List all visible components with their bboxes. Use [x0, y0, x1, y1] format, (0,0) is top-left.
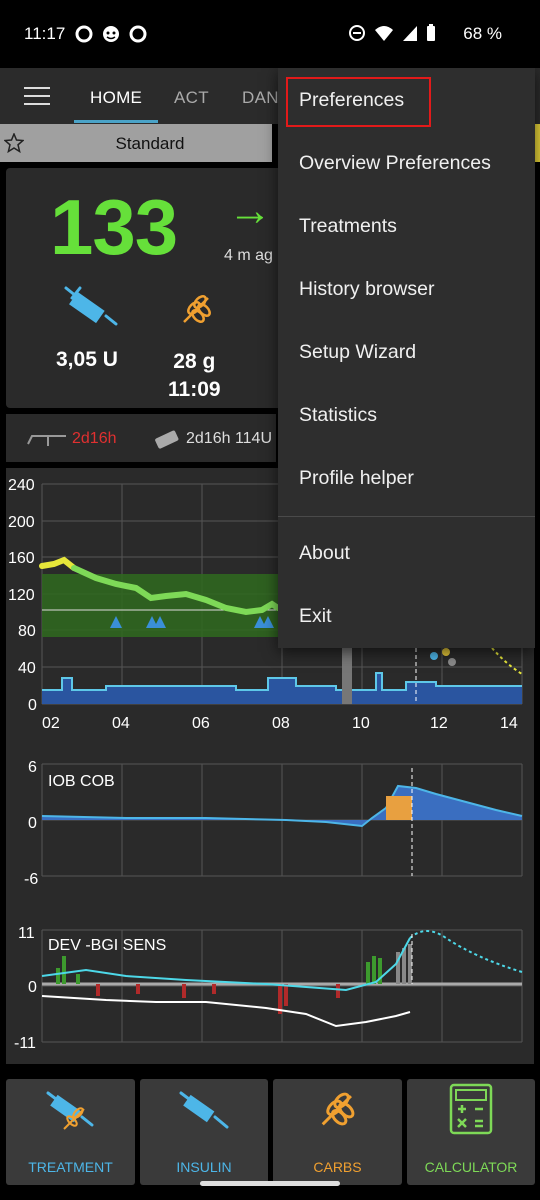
dev-graph-label: DEV -BGI SENS [48, 937, 166, 954]
face-notification-icon [103, 26, 119, 42]
bg-age: 4 m ag [224, 247, 273, 264]
bgi-line [41, 937, 411, 992]
time-axis-label: 06 [192, 715, 210, 732]
basal-line [42, 672, 522, 691]
reservoir-icon [155, 430, 179, 449]
time-axis-label: 08 [272, 715, 290, 732]
dnd-icon [349, 25, 365, 41]
menu-icon[interactable] [24, 87, 50, 105]
menu-item-setup-wizard[interactable]: Setup Wizard [299, 341, 417, 363]
battery-percent: 68 % [463, 24, 502, 43]
dev-axis-label: -11 [14, 1035, 36, 1052]
overflow-menu: Preferences Overview Preferences Treatme… [278, 68, 535, 648]
dev-neutral-bars [396, 944, 412, 984]
bg-axis-label: 160 [8, 550, 35, 567]
dev-positive-bars [56, 956, 382, 984]
bg-axis-label: 200 [8, 514, 35, 531]
profile-name: Standard [115, 134, 185, 153]
bg-axis-label: 40 [18, 660, 36, 677]
system-icons [348, 24, 436, 42]
tab-act[interactable]: ACT [174, 88, 209, 107]
smb-markers [110, 616, 274, 628]
graphs-panel: 240 200 160 120 80 40 0 02 04 06 08 10 1… [6, 468, 534, 1064]
treatment-button-label: TREATMENT [28, 1159, 113, 1175]
bg-graph[interactable]: 240 200 160 120 80 40 0 02 04 06 08 10 1… [6, 468, 534, 1064]
insulin-button-label: INSULIN [176, 1159, 232, 1175]
menu-item-preferences[interactable]: Preferences [299, 89, 405, 111]
iob-axis-label: 6 [28, 759, 37, 776]
trend-arrow: → [228, 186, 272, 235]
carbs-button-label: CARBS [313, 1159, 362, 1175]
status-bar: 11:17 68 % [0, 0, 540, 68]
menu-item-history-browser[interactable]: History browser [299, 278, 435, 300]
carbs-block: 28 g 11:09 [168, 348, 221, 404]
cob-value: 28 g [173, 350, 216, 373]
menu-item-treatments[interactable]: Treatments [299, 215, 397, 237]
insulin-button[interactable]: INSULIN [140, 1079, 268, 1185]
basal-area [42, 673, 522, 704]
bg-axis-label: 120 [8, 587, 35, 604]
cannula-icon [27, 435, 66, 446]
star-icon [4, 133, 24, 153]
dev-axis-label: 0 [28, 979, 37, 996]
bg-curve-yellow [39, 556, 77, 571]
treatment-icon [46, 1091, 93, 1130]
menu-item-statistics[interactable]: Statistics [299, 404, 378, 426]
bg-value[interactable]: 133 [50, 183, 178, 271]
time-axis-label: 04 [112, 715, 130, 732]
bg-axis-label: 240 [8, 477, 35, 494]
notification-icons [74, 22, 148, 44]
treatment-button[interactable]: TREATMENT [6, 1079, 135, 1185]
menu-divider [278, 516, 535, 517]
calculator-icon [449, 1083, 493, 1135]
carb-marker [342, 648, 352, 704]
syringe-icon[interactable] [62, 284, 120, 330]
syringe-icon [179, 1091, 229, 1129]
dev-axis-label: 11 [18, 925, 35, 942]
circle-notification-icon [75, 25, 93, 43]
profile-bar[interactable]: Standard [0, 124, 272, 162]
tab-home[interactable]: HOME [90, 88, 143, 107]
cob-time: 11:09 [168, 378, 221, 401]
time-axis-label: 02 [42, 715, 60, 732]
status-lights-row [6, 414, 276, 462]
iob-value: 3,05 U [56, 348, 118, 371]
wheat-icon [321, 1092, 354, 1126]
sens-line [41, 995, 411, 1028]
iob-graph-label: IOB COB [48, 773, 115, 790]
iob-axis-label: -6 [24, 871, 38, 888]
cannula-age: 2d16h [72, 430, 117, 447]
calculator-button[interactable]: CALCULATOR [407, 1079, 535, 1185]
signal-icon [403, 26, 417, 41]
tab-dana[interactable]: DAN [242, 88, 279, 107]
temp-target-accent [534, 124, 540, 162]
bg-axis-label: 80 [18, 623, 36, 640]
status-time: 11:17 [24, 24, 66, 43]
wifi-icon [375, 26, 393, 41]
gesture-nav-bar[interactable] [200, 1181, 340, 1186]
time-axis-label: 14 [500, 715, 518, 732]
reservoir-age: 2d16h 114U [186, 430, 272, 447]
circle-notification-icon [129, 25, 147, 43]
preferences-highlight [286, 77, 431, 127]
menu-item-exit[interactable]: Exit [299, 605, 332, 627]
carbs-button[interactable]: CARBS [273, 1079, 402, 1185]
dev-negative-bars [96, 984, 340, 1014]
active-tab-indicator [74, 120, 158, 123]
time-axis-label: 10 [352, 715, 370, 732]
calculator-button-label: CALCULATOR [424, 1159, 518, 1175]
bg-axis-label: 0 [28, 697, 37, 714]
wheat-icon[interactable] [180, 292, 214, 326]
iob-axis-label: 0 [28, 815, 37, 832]
bg-curve [71, 565, 281, 616]
time-axis-label: 12 [430, 715, 448, 732]
menu-item-profile-helper[interactable]: Profile helper [299, 467, 414, 489]
battery-icon [427, 24, 435, 41]
cob-area [386, 796, 412, 820]
menu-item-overview-preferences[interactable]: Overview Preferences [299, 152, 491, 174]
menu-item-about[interactable]: About [299, 542, 350, 564]
